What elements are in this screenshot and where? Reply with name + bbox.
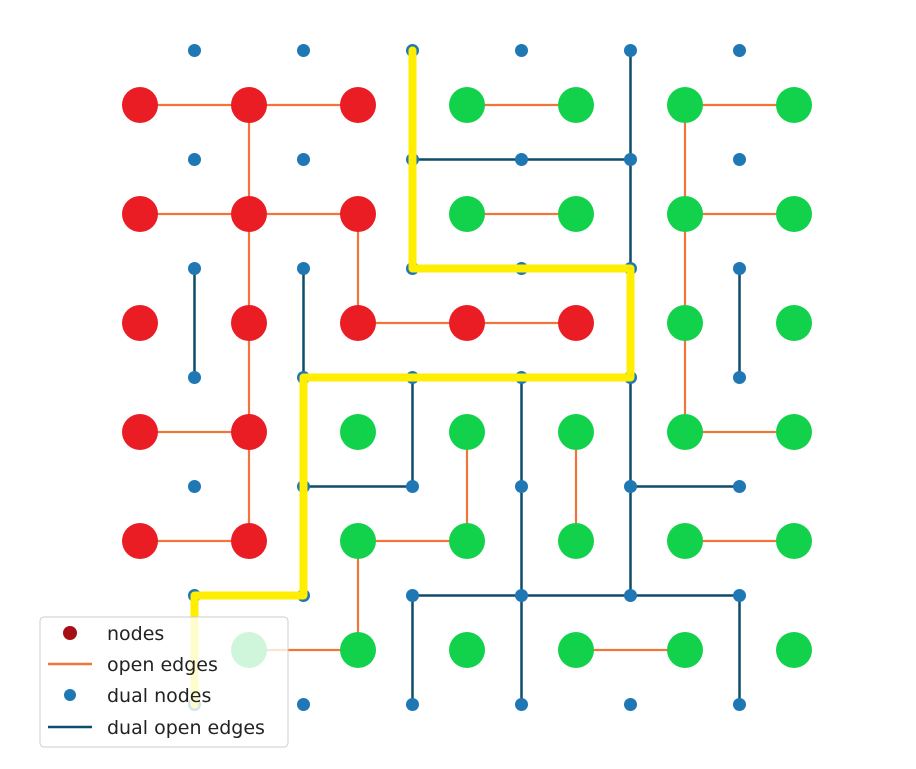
legend-entry-open-edges: open edges bbox=[48, 654, 218, 676]
dual-node bbox=[515, 44, 528, 57]
dual-node bbox=[297, 153, 310, 166]
red-cluster-node bbox=[340, 87, 376, 123]
green-cluster-node bbox=[667, 414, 703, 450]
legend-label-dual-nodes: dual nodes bbox=[107, 685, 211, 707]
legend-label-dual-open-edges: dual open edges bbox=[107, 717, 265, 739]
dual-node bbox=[624, 589, 637, 602]
red-cluster-node bbox=[122, 523, 158, 559]
dual-node bbox=[515, 589, 528, 602]
green-cluster-node bbox=[449, 632, 485, 668]
red-cluster-node bbox=[340, 305, 376, 341]
green-cluster-node bbox=[776, 196, 812, 232]
green-cluster-node bbox=[340, 632, 376, 668]
dual-node bbox=[733, 698, 746, 711]
dual-node bbox=[406, 589, 419, 602]
dual-node bbox=[624, 480, 637, 493]
green-cluster-node bbox=[340, 523, 376, 559]
dual-node bbox=[733, 589, 746, 602]
red-cluster-node bbox=[231, 305, 267, 341]
legend-entry-dual-open-edges: dual open edges bbox=[48, 717, 265, 739]
dual-node bbox=[188, 371, 201, 384]
green-cluster-node bbox=[776, 414, 812, 450]
red-cluster-node bbox=[231, 523, 267, 559]
green-cluster-node bbox=[667, 632, 703, 668]
dual-node bbox=[624, 44, 637, 57]
red-cluster-node bbox=[340, 196, 376, 232]
dual-node bbox=[297, 698, 310, 711]
dual-node bbox=[297, 44, 310, 57]
legend-entry-dual-nodes: dual nodes bbox=[64, 685, 211, 707]
dual-node bbox=[733, 480, 746, 493]
dual-node bbox=[188, 153, 201, 166]
dual-node bbox=[733, 371, 746, 384]
green-cluster-node bbox=[776, 87, 812, 123]
green-cluster-node bbox=[776, 523, 812, 559]
open-edges-layer bbox=[140, 103, 794, 652]
green-cluster-node bbox=[776, 305, 812, 341]
dual-node bbox=[515, 153, 528, 166]
dual-node bbox=[624, 153, 637, 166]
green-cluster-node bbox=[449, 523, 485, 559]
green-cluster-node bbox=[776, 632, 812, 668]
legend-entry-nodes: nodes bbox=[63, 623, 164, 645]
green-cluster-node bbox=[558, 414, 594, 450]
dual-nodes-layer bbox=[188, 44, 746, 711]
red-cluster-node bbox=[122, 87, 158, 123]
green-cluster-node bbox=[667, 523, 703, 559]
dual-node bbox=[733, 44, 746, 57]
green-cluster-node bbox=[340, 414, 376, 450]
red-cluster-node bbox=[231, 87, 267, 123]
red-cluster-node bbox=[122, 414, 158, 450]
legend: nodes open edges dual nodes dual open ed… bbox=[39, 616, 289, 748]
red-cluster-node bbox=[558, 305, 594, 341]
nodes-layer bbox=[122, 87, 812, 668]
red-cluster-node bbox=[231, 196, 267, 232]
dual-node bbox=[624, 698, 637, 711]
dual-node bbox=[406, 698, 419, 711]
dual-node bbox=[733, 153, 746, 166]
legend-label-open-edges: open edges bbox=[107, 654, 218, 676]
dual-node bbox=[515, 698, 528, 711]
green-cluster-node bbox=[449, 414, 485, 450]
red-cluster-node bbox=[231, 414, 267, 450]
dual-node bbox=[188, 262, 201, 275]
green-cluster-node bbox=[449, 87, 485, 123]
dual-node bbox=[188, 44, 201, 57]
red-cluster-node bbox=[122, 196, 158, 232]
dual-node bbox=[188, 480, 201, 493]
dual-node bbox=[297, 262, 310, 275]
dual-node bbox=[733, 262, 746, 275]
legend-dual-node-marker bbox=[64, 689, 76, 701]
green-cluster-node bbox=[558, 87, 594, 123]
legend-box bbox=[39, 616, 289, 748]
dual-node bbox=[406, 480, 419, 493]
green-cluster-node bbox=[667, 87, 703, 123]
legend-node-marker bbox=[63, 626, 77, 640]
green-cluster-node bbox=[558, 632, 594, 668]
legend-label-nodes: nodes bbox=[107, 623, 164, 645]
red-cluster-node bbox=[122, 305, 158, 341]
green-cluster-node bbox=[558, 523, 594, 559]
dual-node bbox=[515, 480, 528, 493]
green-cluster-node bbox=[667, 305, 703, 341]
highlight-path-layer bbox=[190, 46, 635, 709]
green-cluster-node bbox=[667, 196, 703, 232]
red-cluster-node bbox=[449, 305, 485, 341]
green-cluster-node bbox=[558, 196, 594, 232]
highlight-path bbox=[190, 46, 635, 709]
green-cluster-node bbox=[449, 196, 485, 232]
